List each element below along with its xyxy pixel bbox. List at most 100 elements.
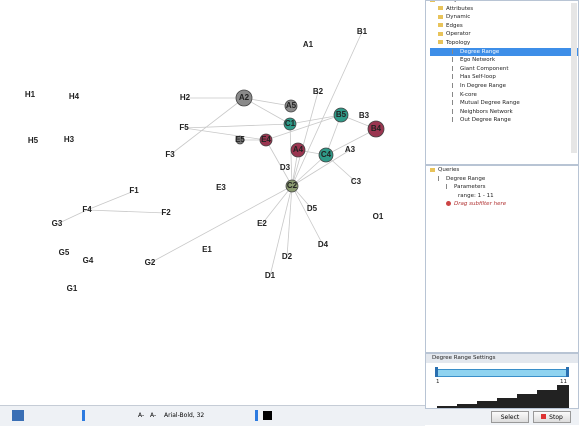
tree-row[interactable]: Dynamic <box>430 13 578 22</box>
tree-row[interactable]: Ego Network <box>430 56 578 65</box>
tree-label: Dynamic <box>446 14 471 21</box>
font-decrease[interactable]: A- <box>138 412 145 419</box>
node-label: H5 <box>28 136 39 145</box>
node[interactable] <box>235 135 245 145</box>
node-label: O1 <box>373 212 384 221</box>
node-label: F3 <box>165 150 175 159</box>
tree-label: K-core <box>460 91 477 98</box>
settings-panel: Degree Range Settings 1 11 <box>425 353 579 409</box>
slider-max: 11 <box>560 379 567 385</box>
tree-label: Attributes <box>446 5 474 12</box>
tree-icon <box>438 23 443 28</box>
settings-title: Degree Range Settings <box>432 355 496 361</box>
node[interactable] <box>290 142 306 158</box>
tree-row[interactable]: Edges <box>430 22 578 31</box>
tree-row[interactable]: Attributes <box>430 5 578 14</box>
tree-label: Has Self-loop <box>460 74 496 81</box>
color-picker[interactable] <box>263 411 272 420</box>
tree-label: Neighbors Network <box>460 108 513 115</box>
slider-min-handle[interactable] <box>435 367 438 377</box>
tree-row[interactable]: In Degree Range <box>430 82 578 91</box>
node-label: G1 <box>67 284 78 293</box>
node-label: B4 <box>371 124 382 133</box>
node-label: B1 <box>357 27 368 36</box>
tree-row[interactable]: K-core <box>430 91 578 100</box>
node-label: H4 <box>69 92 80 101</box>
tree-icon <box>430 1 435 2</box>
tree-row[interactable]: Operator <box>430 30 578 39</box>
tree-row[interactable]: Out Degree Range <box>430 116 578 125</box>
tree-row[interactable]: Has Self-loop <box>430 73 578 82</box>
tree-icon <box>452 117 457 123</box>
select-button[interactable]: Select <box>491 411 529 423</box>
tree-row[interactable]: Giant Component <box>430 65 578 74</box>
button-bar: Select Stop <box>425 409 579 425</box>
node-label: G5 <box>59 248 70 257</box>
tree-row[interactable]: Library <box>430 1 578 5</box>
node-label: H3 <box>64 135 75 144</box>
node-label: D4 <box>318 240 329 249</box>
query-range[interactable]: range: 1 - 11 <box>430 192 578 201</box>
range-label: range: 1 - 11 <box>458 192 494 199</box>
node-label: D5 <box>307 204 318 213</box>
tree-icon <box>438 14 443 19</box>
font-increase[interactable]: A- <box>150 412 157 419</box>
node-label: A3 <box>345 145 356 154</box>
node[interactable] <box>333 107 349 123</box>
node-label: A5 <box>286 101 297 110</box>
tree-icon <box>438 6 443 11</box>
separator <box>255 410 258 421</box>
node-label: A1 <box>303 40 314 49</box>
tree-label: Ego Network <box>460 57 496 64</box>
filter-library: Library Attributes Dynamic Edges Operator Top… <box>425 0 579 165</box>
node-label: F2 <box>161 208 171 217</box>
query-parameters[interactable]: Parameters <box>430 183 578 192</box>
tree-label: Mutual Degree Range <box>460 100 520 107</box>
node[interactable] <box>235 89 253 107</box>
node-label: G3 <box>52 219 63 228</box>
node-label: E5 <box>235 135 245 144</box>
node[interactable] <box>367 120 385 138</box>
node-label: B2 <box>313 87 324 96</box>
font-selector[interactable]: Arial-Bold, 32 <box>164 412 205 419</box>
tool-icon[interactable] <box>12 410 24 421</box>
settings-header: Degree Range Settings <box>426 354 578 363</box>
tree-row[interactable]: Neighbors Network <box>430 108 578 117</box>
node-label: F1 <box>129 186 139 195</box>
node-label: H1 <box>25 90 36 99</box>
queries-root[interactable]: Queries <box>430 166 578 175</box>
stop-label: Stop <box>549 414 563 421</box>
slider-max-handle[interactable] <box>566 367 569 377</box>
tree-row[interactable]: Degree Range <box>430 47 578 57</box>
stop-button[interactable]: Stop <box>533 411 571 423</box>
query-filter[interactable]: Degree Range <box>430 175 578 184</box>
scrollbar[interactable] <box>571 3 577 153</box>
node-label: E4 <box>261 135 271 144</box>
drop-zone[interactable]: Drag subfilter here <box>430 200 578 209</box>
query-filter-label: Degree Range <box>446 175 486 182</box>
tree-label: In Degree Range <box>460 82 507 89</box>
tree-icon <box>452 108 457 114</box>
node-label: F5 <box>179 123 189 132</box>
graph-toolbar: A- A- Arial-Bold, 32 <box>0 405 425 426</box>
node-label: D1 <box>265 271 276 280</box>
tree-row[interactable]: Topology <box>430 39 578 48</box>
node-label: D2 <box>282 252 293 261</box>
range-slider[interactable] <box>437 369 569 377</box>
node-label: G2 <box>145 258 156 267</box>
node[interactable] <box>284 99 298 113</box>
node[interactable] <box>318 147 334 163</box>
tree-icon <box>452 57 457 63</box>
separator <box>82 410 85 421</box>
node-label: G4 <box>83 256 94 265</box>
node[interactable] <box>285 179 299 193</box>
degree-histogram <box>437 385 569 408</box>
tree-row[interactable]: Mutual Degree Range <box>430 99 578 108</box>
node[interactable] <box>259 133 273 147</box>
node-label: C1 <box>285 119 296 128</box>
node[interactable] <box>283 117 297 131</box>
tree-icon <box>452 48 457 54</box>
node-label: A4 <box>293 145 304 154</box>
